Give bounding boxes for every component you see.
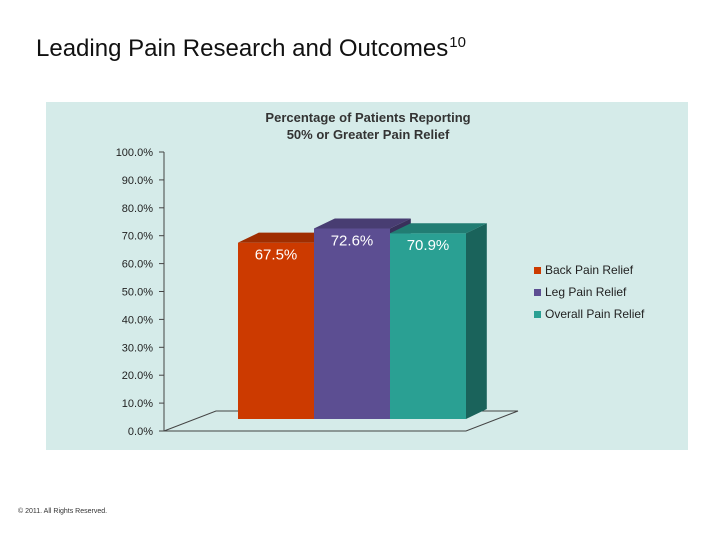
y-tick-label: 90.0% (122, 175, 153, 187)
y-tick-label: 50.0% (122, 287, 153, 299)
slide-title-reference: 10 (449, 34, 466, 51)
legend-swatch (534, 267, 541, 274)
bar-front (314, 228, 390, 419)
legend-swatch (534, 289, 541, 296)
bar-data-label: 72.6% (331, 232, 374, 249)
bar-top (238, 232, 335, 243)
y-tick-label: 100.0% (116, 147, 154, 159)
chart-title-line-2: 50% or Greater Pain Relief (287, 127, 450, 142)
bar-side (466, 223, 487, 419)
legend-swatch (534, 311, 541, 318)
y-tick-label: 20.0% (122, 370, 153, 382)
legend-label: Overall Pain Relief (545, 307, 645, 321)
bar-top (390, 223, 487, 234)
y-tick-label: 80.0% (122, 203, 153, 215)
copyright-footer: © 2011. All Rights Reserved. (18, 508, 108, 515)
bar-front (390, 233, 466, 419)
slide-title-text: Leading Pain Research and Outcomes (36, 35, 449, 62)
chart-title-line-1: Percentage of Patients Reporting (265, 110, 470, 125)
y-tick-label: 10.0% (122, 398, 153, 410)
y-tick-label: 60.0% (122, 259, 153, 271)
bar-data-label: 67.5% (255, 247, 298, 264)
bar-data-label: 70.9% (407, 237, 450, 254)
chart-svg: Percentage of Patients Reporting 50% or … (116, 110, 645, 438)
slide-title: Leading Pain Research and Outcomes10 (36, 34, 466, 63)
legend-label: Back Pain Relief (545, 263, 634, 277)
chart-floor (163, 410, 519, 432)
y-tick-label: 30.0% (122, 342, 153, 354)
chart-panel: Percentage of Patients Reporting 50% or … (46, 102, 688, 450)
bar-top (314, 218, 411, 229)
y-tick-label: 40.0% (122, 314, 153, 326)
legend-label: Leg Pain Relief (545, 285, 627, 299)
y-tick-label: 0.0% (128, 426, 153, 438)
bar-front (238, 242, 314, 419)
y-tick-label: 70.0% (122, 231, 153, 243)
